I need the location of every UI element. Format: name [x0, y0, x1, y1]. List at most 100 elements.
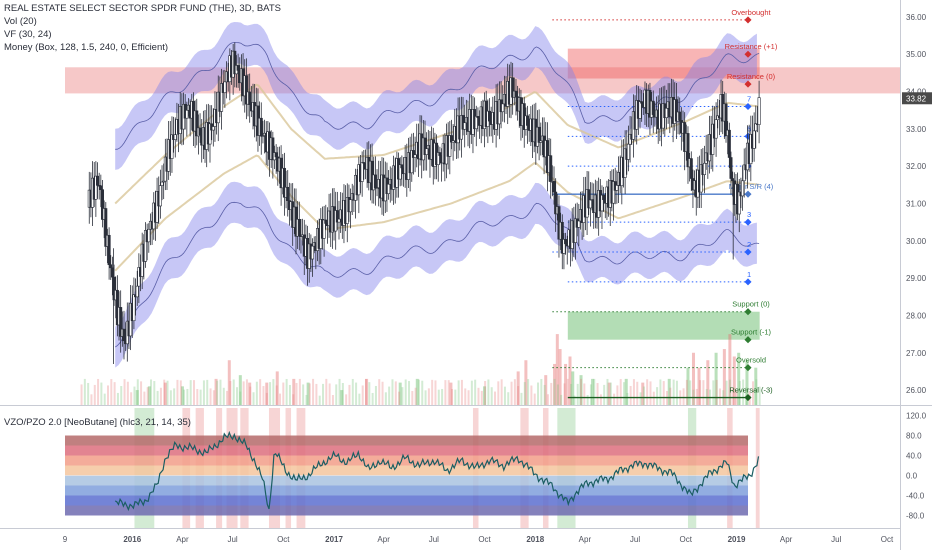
- volume-bar: [706, 360, 710, 405]
- oscillator-tick-label: 120.0: [906, 412, 927, 421]
- volume-bar: [503, 386, 506, 405]
- volume-bar: [685, 379, 688, 405]
- candle-body: [600, 194, 604, 212]
- oscillator-band: [65, 445, 748, 456]
- volume-bar: [437, 389, 440, 405]
- volume-bar: [513, 379, 516, 405]
- volume-bar: [480, 390, 483, 405]
- candle-body: [640, 101, 644, 104]
- candle-body: [155, 191, 159, 223]
- volume-bar: [745, 360, 749, 405]
- candle-body: [602, 194, 606, 200]
- volume-bar: [424, 390, 427, 405]
- candle-body: [411, 150, 415, 158]
- volume-bar: [524, 360, 528, 405]
- volume-bar: [398, 391, 401, 405]
- level-marker-2: [744, 248, 752, 256]
- vf-indicator-label[interactable]: VF (30, 24): [4, 29, 52, 40]
- volume-bar: [544, 375, 548, 405]
- price-tick-label: 28.00: [906, 311, 927, 320]
- money-indicator-label[interactable]: Money (Box, 128, 1.5, 240, 0, Efficient): [4, 42, 169, 53]
- volume-bar: [586, 395, 589, 405]
- volume-bar: [100, 382, 103, 405]
- time-tick-label: Oct: [680, 535, 693, 544]
- volume-bar: [183, 389, 186, 405]
- volume-bar: [163, 379, 166, 405]
- level-label-2: 2: [747, 240, 751, 249]
- candle-body: [185, 109, 189, 119]
- symbol-title: REAL ESTATE SELECT SECTOR SPDR FUND (THE…: [4, 3, 281, 14]
- volume-bar: [202, 380, 205, 405]
- volume-bar: [242, 381, 245, 405]
- volume-bar: [451, 389, 454, 405]
- volume-bar: [391, 379, 394, 405]
- volume-bar: [169, 390, 172, 405]
- volume-bar: [460, 379, 463, 405]
- price-tick-label: 29.00: [906, 274, 927, 283]
- candle-body: [143, 230, 147, 262]
- candle-body: [574, 218, 578, 243]
- volume-bar: [216, 380, 219, 405]
- volume-bar: [543, 384, 546, 405]
- candle-body: [539, 140, 543, 143]
- volume-bar: [718, 388, 721, 405]
- volume-bar: [272, 379, 275, 405]
- volume-bar: [328, 383, 331, 405]
- volume-bar: [358, 393, 361, 405]
- level-label-3: 3: [747, 210, 751, 219]
- candle-body: [476, 116, 480, 119]
- vol-indicator-label[interactable]: Vol (20): [4, 16, 37, 27]
- level-label-overbought: Overbought: [731, 8, 771, 17]
- candle-body: [537, 126, 541, 143]
- candle-body: [651, 100, 655, 115]
- candle-body: [448, 135, 452, 157]
- volume-bar: [507, 392, 510, 405]
- oscillator-indicator-label[interactable]: VZO/PZO 2.0 [NeoButane] (hlc3, 21, 14, 3…: [4, 417, 191, 428]
- volume-bar: [143, 391, 146, 405]
- oscillator-band: [65, 505, 748, 516]
- volume-bar: [606, 378, 609, 405]
- level-marker-reversal-3: [744, 394, 752, 402]
- volume-bar: [236, 387, 239, 405]
- volume-bar: [603, 384, 606, 405]
- time-tick-label: Oct: [277, 535, 290, 544]
- volume-bar: [408, 381, 411, 405]
- price-tick-label: 27.00: [906, 349, 927, 358]
- candle-body: [727, 129, 731, 158]
- volume-bar: [265, 382, 269, 405]
- volume-bar: [467, 390, 470, 405]
- volume-bar: [699, 380, 702, 405]
- volume-bar: [374, 385, 377, 405]
- candle-body: [757, 97, 761, 125]
- volume-bar: [214, 378, 218, 405]
- candle-body: [711, 123, 715, 155]
- volume-bar: [589, 384, 592, 405]
- volume-bar: [338, 378, 341, 405]
- volume-bar: [107, 385, 110, 405]
- volume-bar: [93, 384, 96, 405]
- volume-bar: [355, 382, 358, 405]
- price-tick-label: 35.00: [906, 50, 927, 59]
- candle-body: [689, 158, 693, 179]
- volume-bar: [116, 392, 119, 405]
- level-label-7: 7: [747, 94, 751, 103]
- volume-bar: [173, 388, 176, 405]
- volume-bar: [226, 390, 229, 405]
- volume-bar: [269, 382, 272, 405]
- volume-bar: [209, 388, 212, 405]
- time-tick-label: 9: [63, 535, 68, 544]
- oscillator-line: [114, 430, 760, 512]
- time-tick-label: 2017: [325, 535, 343, 544]
- volume-bar: [255, 381, 258, 405]
- candle-body: [100, 189, 104, 220]
- volume-bar: [199, 389, 202, 405]
- level-marker-support-0: [744, 308, 752, 316]
- volume-bars: [80, 334, 761, 405]
- level-label-resistance-0: Resistance (0): [727, 72, 776, 81]
- volume-bar: [431, 379, 434, 405]
- volume-bar: [248, 382, 252, 405]
- candle-body: [588, 199, 592, 209]
- candles: [87, 42, 761, 364]
- level-marker-resistance-0: [744, 80, 752, 88]
